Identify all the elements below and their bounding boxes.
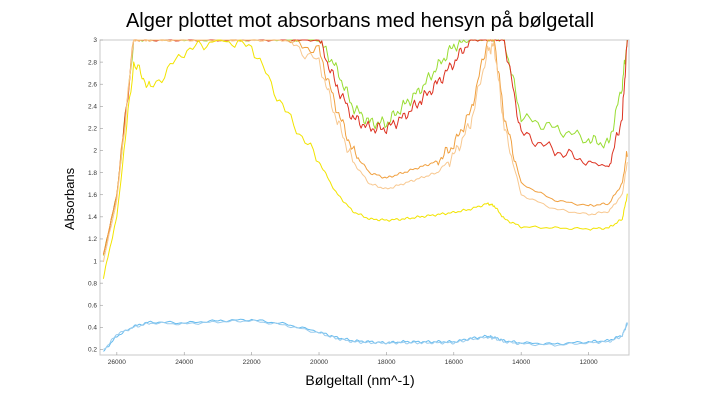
absorbance-series-line	[102, 39, 628, 263]
x-tick-label: 24000	[175, 359, 193, 366]
absorbance-series-line	[103, 319, 628, 350]
x-axis-ticks: 26000 24000 22000 20000 18000 16000 14000 12000	[108, 352, 598, 366]
y-tick-label: 1.2	[88, 236, 97, 243]
y-tick-label: 2.2	[88, 126, 97, 133]
y-tick-label: 2.6	[88, 81, 97, 88]
y-tick-label: 0.8	[88, 280, 97, 287]
y-tick-label: 2.4	[88, 104, 97, 111]
x-tick-label: 18000	[377, 359, 395, 366]
y-tick-label: 2	[93, 148, 97, 155]
absorbance-series-line	[102, 39, 628, 279]
absorbance-series-line	[103, 318, 628, 352]
plot-lines	[102, 39, 628, 352]
x-axis-label: Bølgeltall (nm^-1)	[305, 372, 415, 388]
plot-area-frame	[99, 39, 630, 356]
x-tick-label: 14000	[512, 359, 530, 366]
x-tick-label: 22000	[243, 359, 261, 366]
y-tick-label: 1	[93, 258, 97, 265]
x-tick-label: 12000	[580, 359, 598, 366]
absorbance-series-line	[102, 39, 628, 255]
x-tick-label: 16000	[445, 359, 463, 366]
y-axis-ticks: 0.2 0.4 0.6 0.8 1 1.2 1.4 1.6 1.8 2 2.2 2.4 2.6 2.8 3	[88, 37, 103, 354]
y-tick-label: 1.6	[88, 192, 97, 199]
absorbance-series-line	[102, 39, 628, 255]
x-tick-label: 26000	[108, 359, 126, 366]
y-tick-label: 1.4	[88, 214, 97, 221]
y-tick-label: 3	[93, 37, 97, 44]
y-tick-label: 0.4	[88, 325, 97, 332]
y-tick-label: 0.6	[88, 302, 97, 309]
absorbance-series-line	[102, 39, 628, 256]
y-tick-label: 2.8	[88, 59, 97, 66]
chart-title: Alger plottet mot absorbans med hensyn p…	[125, 10, 595, 32]
y-tick-label: 1.8	[88, 170, 97, 177]
y-tick-label: 0.2	[88, 347, 97, 354]
x-tick-label: 20000	[310, 359, 328, 366]
